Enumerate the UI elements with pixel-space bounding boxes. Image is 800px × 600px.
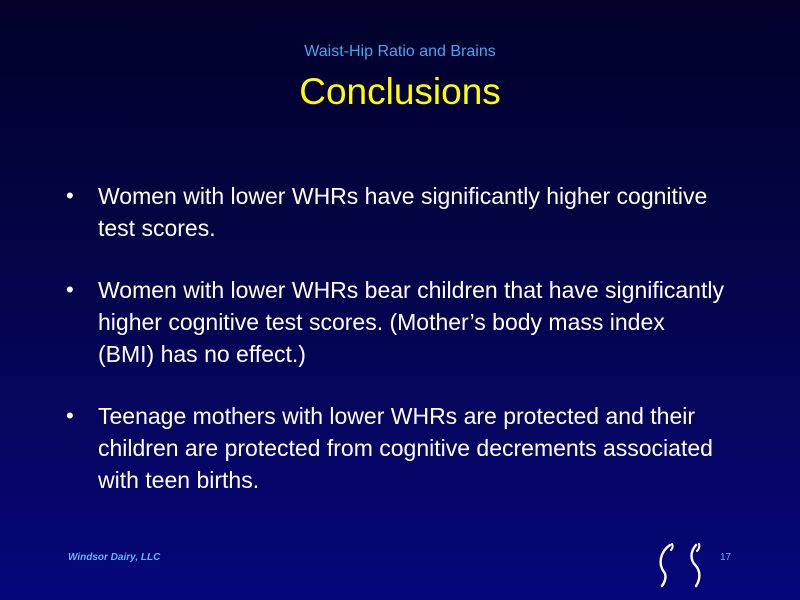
bullet-text: Teenage mothers with lower WHRs are prot…	[98, 403, 713, 493]
bullet-item: • Women with lower WHRs bear children th…	[66, 274, 726, 370]
bullet-text: Women with lower WHRs bear children that…	[98, 277, 724, 367]
bullet-item: • Teenage mothers with lower WHRs are pr…	[66, 400, 726, 496]
page-number: 17	[720, 552, 732, 563]
bullet-text: Women with lower WHRs have significantly…	[98, 183, 708, 241]
bullet-icon: •	[66, 277, 74, 302]
bullet-icon: •	[66, 183, 74, 208]
curved-parentheses-logo-icon	[659, 543, 701, 588]
slide-title: Conclusions	[299, 71, 501, 112]
footer-company: Windsor Dairy, LLC	[68, 552, 161, 563]
slide-subtitle: Waist-Hip Ratio and Brains	[304, 43, 496, 60]
bullet-item: • Women with lower WHRs have significant…	[66, 180, 726, 244]
bullet-list: • Women with lower WHRs have significant…	[66, 180, 726, 526]
bullet-icon: •	[66, 403, 74, 428]
